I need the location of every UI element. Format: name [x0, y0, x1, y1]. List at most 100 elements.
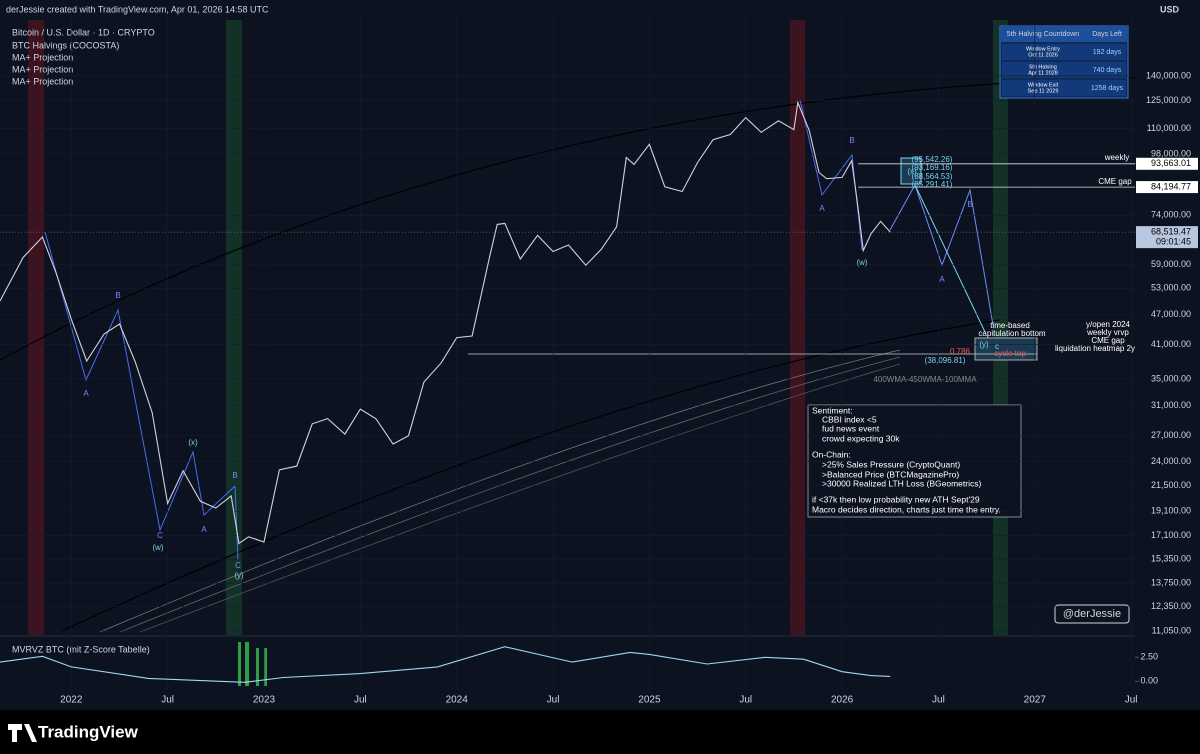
x-tick-label: 2026 [831, 695, 854, 706]
table-cell: Oct 11 2026 [1028, 52, 1058, 58]
annotation: (x) [188, 438, 198, 447]
sentiment-box [807, 404, 1022, 518]
legend-item: MA+ Projection [12, 76, 73, 86]
table-cell: 740 days [1093, 67, 1122, 74]
sentiment-line: >30000 Realized LTH Loss (BGeometrics) [822, 478, 981, 488]
annotation: C [235, 561, 241, 570]
band [245, 642, 249, 686]
y-tick-label: 12,350.00 [1151, 601, 1191, 611]
x-tick-label: 2027 [1024, 695, 1047, 706]
annotation: (x) [907, 167, 917, 176]
brand-logo [8, 724, 37, 742]
watermark-frame [1054, 604, 1130, 624]
curve [59, 319, 1001, 633]
annotation: time-based [990, 321, 1030, 330]
y-tick-label: 59,000.00 [1151, 259, 1191, 269]
currency: USD [1160, 4, 1180, 14]
header: derJessie created with TradingView.com, … [6, 4, 269, 14]
footer [0, 710, 1200, 754]
curve [119, 356, 901, 633]
band [238, 642, 241, 686]
band [28, 20, 44, 635]
annotation: B [967, 200, 972, 209]
annotation: (93,169.16) [912, 163, 953, 172]
y-tick-label: 27,000.00 [1151, 430, 1191, 440]
sentiment-line: if <37k then low probability new ATH Sep… [812, 494, 980, 504]
annotation: A [819, 204, 825, 213]
table-cell: 192 days [1093, 49, 1122, 56]
sentiment-line: >25% Sales Pressure (CryptoQuant) [822, 459, 960, 469]
annotation: A [939, 275, 945, 284]
wave [914, 184, 986, 333]
legend-item: BTC Halvings (COCOSTA) [12, 40, 119, 50]
price-line [0, 100, 891, 545]
x-tick-label: Jul [547, 695, 560, 706]
y-tick-label: 15,350.00 [1151, 554, 1191, 564]
band [256, 648, 259, 686]
legend-item: MA+ Projection [12, 52, 73, 62]
annotation: B [849, 136, 854, 145]
price-label: 68,519.47 [1151, 226, 1191, 236]
annotation: (85,291.41) [912, 180, 953, 189]
curve [139, 363, 901, 633]
table-cell: 5th Halving [1029, 64, 1057, 70]
y-tick-label: 17,100.00 [1151, 530, 1191, 540]
table-header-cell: Days Left [1092, 31, 1122, 38]
y-tick-label: 0.00 [1140, 676, 1158, 686]
countdown-timer: 09:01:45 [1156, 236, 1191, 246]
annotation: (w) [856, 258, 867, 267]
watermark: @derJessie [1063, 608, 1121, 620]
legend-title: Bitcoin / U.S. Dollar · 1D · CRYPTO [12, 27, 155, 37]
annotation: (95,542.26) [912, 155, 953, 164]
target-box [974, 337, 1038, 361]
brand: TradingView [38, 722, 139, 741]
target-box [900, 157, 922, 185]
price-label: 93,663.01 [1151, 158, 1191, 168]
y-tick-label: 125,000.00 [1146, 95, 1191, 105]
band [226, 20, 242, 635]
sentiment-line: Sentiment: [812, 405, 853, 415]
y-tick-label: 98,000.00 [1151, 148, 1191, 158]
annotation: CME gap [1091, 336, 1125, 345]
y-tick-label: 13,750.00 [1151, 578, 1191, 588]
wave [44, 231, 239, 561]
y-tick-label: 47,000.00 [1151, 309, 1191, 319]
x-tick-label: Jul [354, 695, 367, 706]
sentiment-line: CBBI index <5 [822, 414, 877, 424]
y-tick-label: 31,000.00 [1151, 400, 1191, 410]
table-header-cell: 5th Halving Countdown [1007, 31, 1079, 38]
x-tick-label: 2025 [638, 695, 661, 706]
annotation: A [83, 389, 89, 398]
table-cell: Window Exit [1028, 82, 1059, 88]
annotation: (38,096.81) [925, 356, 966, 365]
y-tick-label: 11,050.00 [1152, 625, 1191, 635]
annotation: (y) [234, 571, 244, 580]
band [790, 20, 805, 635]
y-tick-label: 24,000.00 [1151, 456, 1191, 466]
annotation: weekly vrvp [1086, 328, 1129, 337]
price-label: 84,194.77 [1151, 181, 1191, 191]
annotation: B [115, 291, 120, 300]
x-tick-label: 2024 [446, 695, 469, 706]
annotation: A [201, 525, 207, 534]
annotation: capitulation bottom [978, 329, 1045, 338]
annotation: (y) [979, 340, 989, 349]
y-tick-label: 41,000.00 [1151, 339, 1191, 349]
price-label-bg [1136, 157, 1198, 170]
table-cell: Window Entry [1026, 46, 1060, 52]
annotation: weekly [1104, 153, 1129, 162]
sentiment-line: crowd expecting 30k [822, 433, 900, 443]
y-tick-label: 19,100.00 [1151, 506, 1191, 516]
annotation: CME gap [1098, 177, 1132, 186]
y-tick-label: 2.50 [1140, 652, 1158, 662]
pane-title: MVRVZ BTC (mit Z-Score Tabelle) [12, 644, 150, 654]
annotation: C [157, 531, 163, 540]
price-axis [1135, 0, 1200, 710]
annotation: (88,564.53) [912, 172, 953, 181]
y-tick-label: 53,000.00 [1151, 283, 1191, 293]
table-row [1002, 80, 1126, 96]
table-row [1002, 62, 1126, 78]
